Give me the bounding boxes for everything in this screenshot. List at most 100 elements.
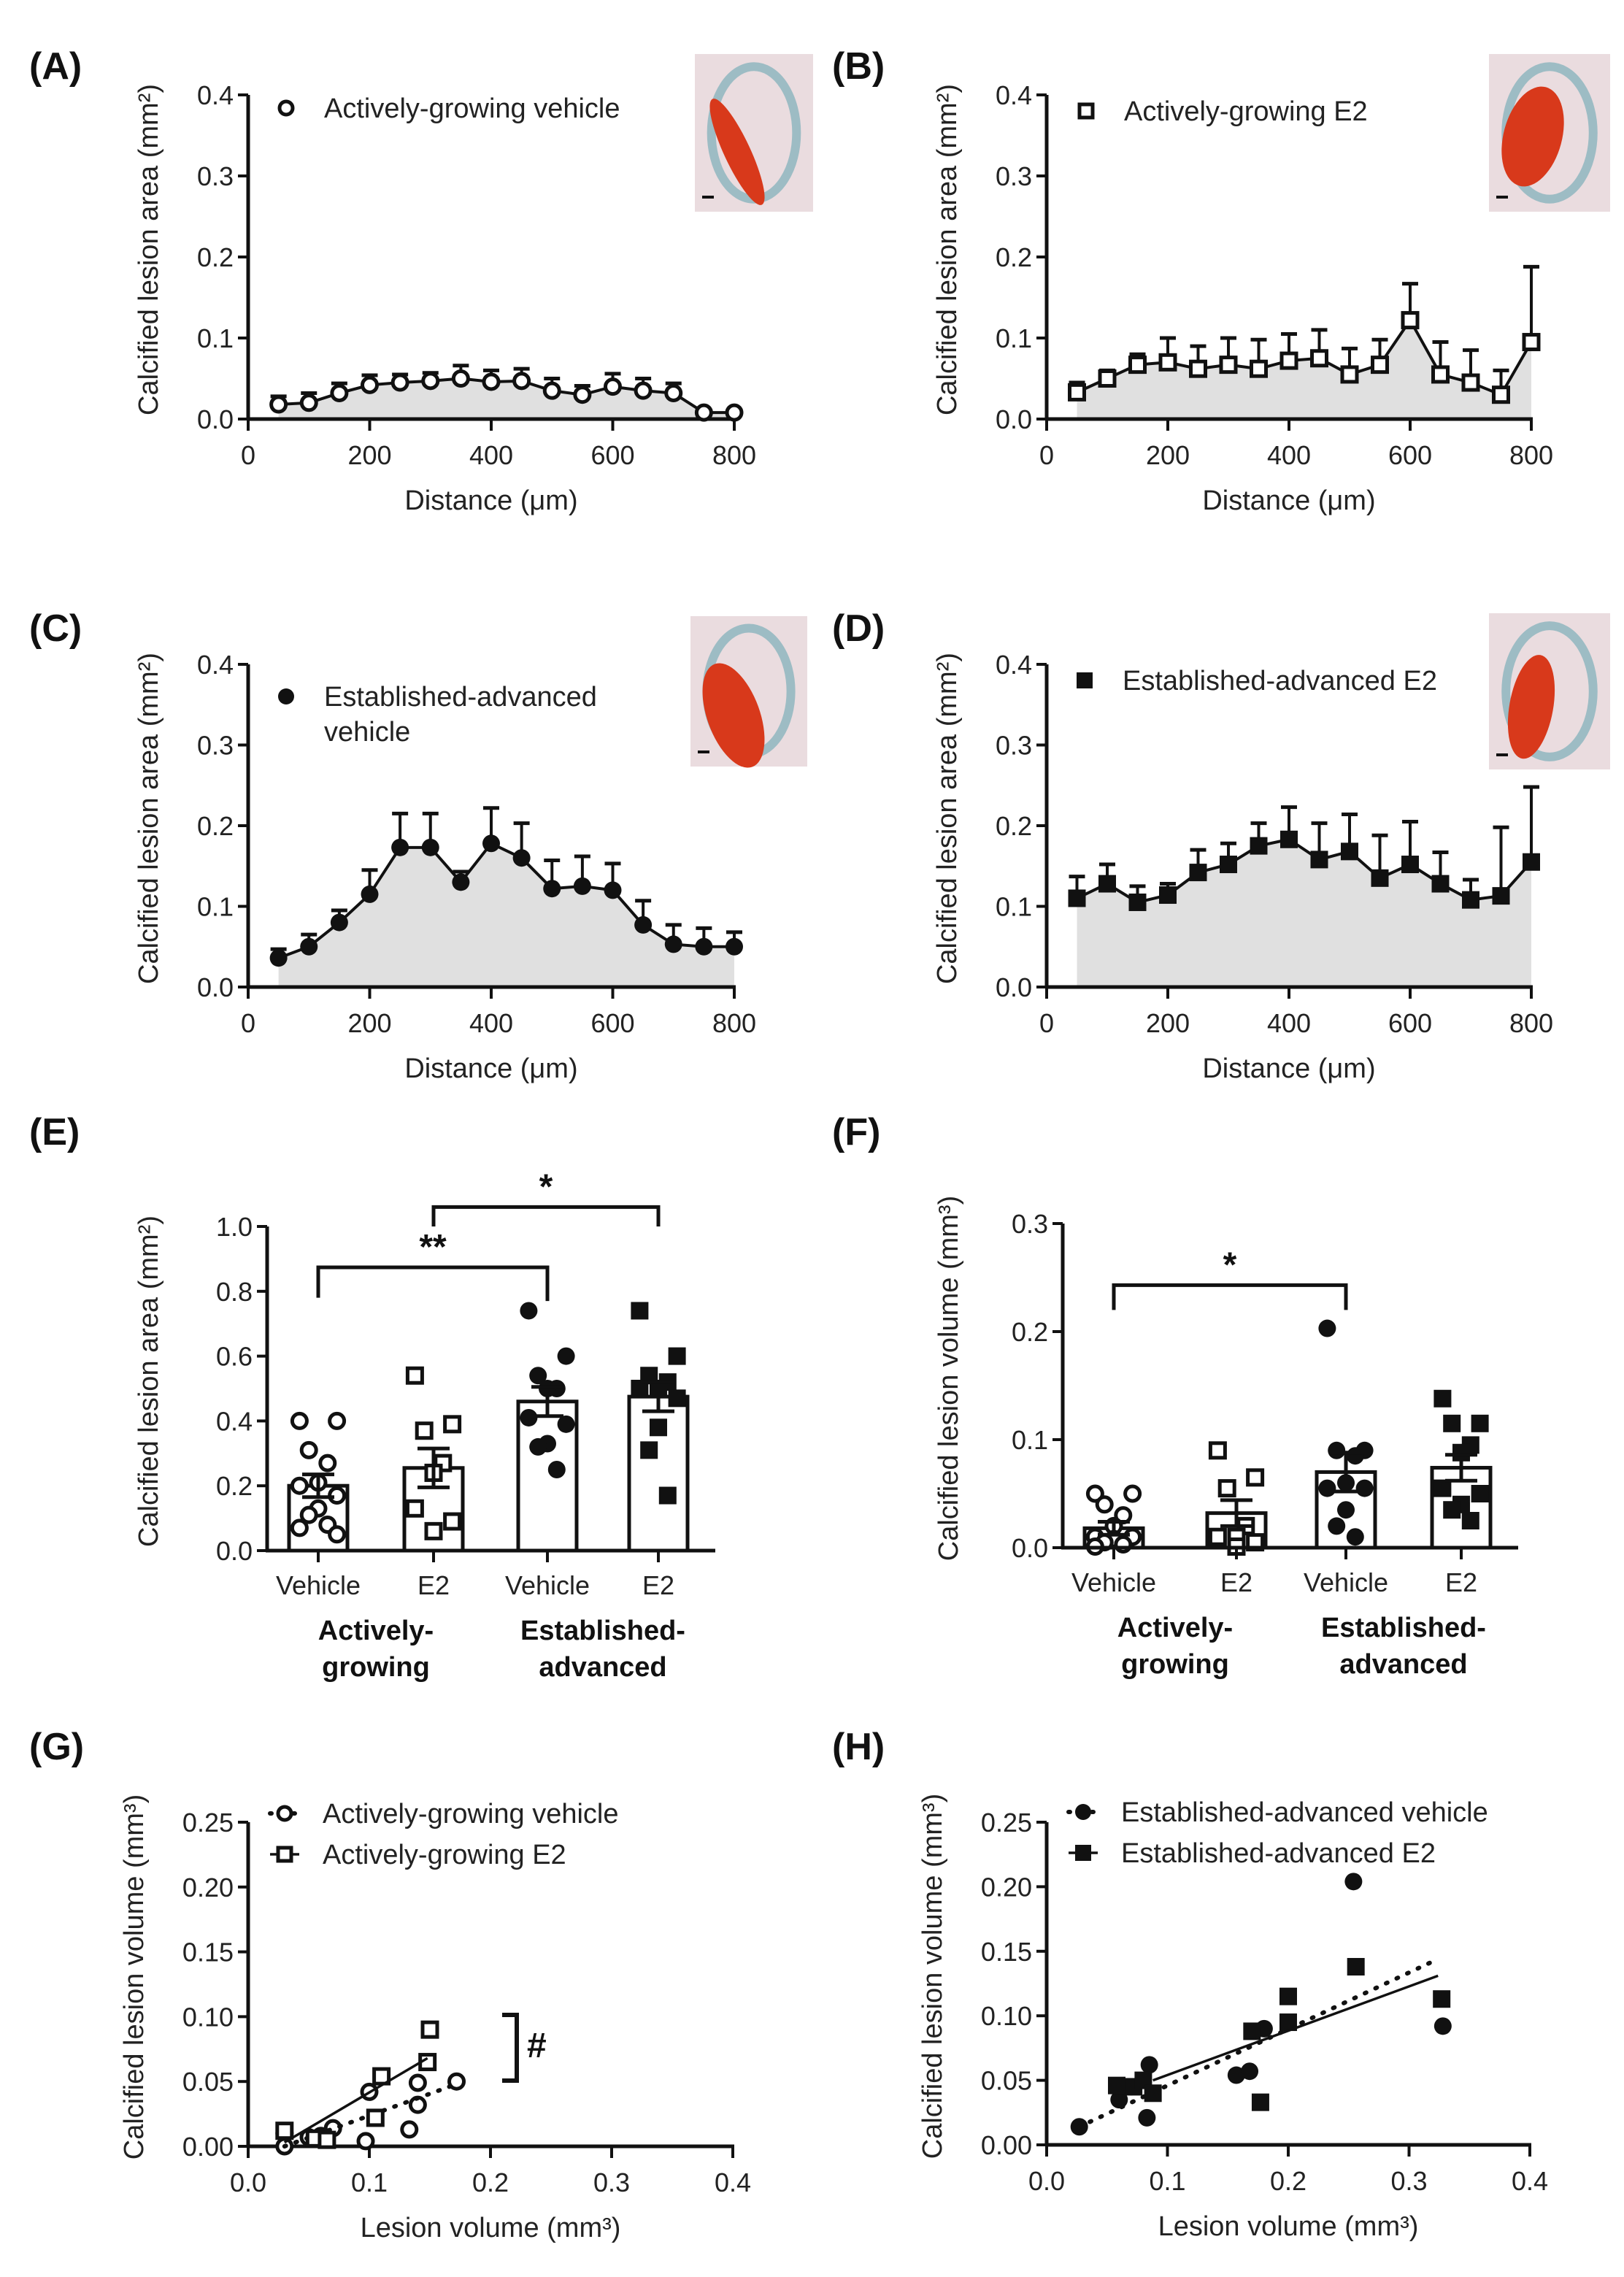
data-point	[1462, 891, 1479, 909]
x-tick-label: 0	[1039, 440, 1054, 470]
panel-label: (F)	[832, 1111, 880, 1153]
x-tick-label: 600	[1388, 1008, 1432, 1038]
data-point	[1158, 353, 1177, 372]
legend-label: Actively-growing vehicle	[323, 1799, 619, 1829]
data-point	[1433, 1389, 1452, 1408]
panel-label: (B)	[832, 45, 885, 88]
data-point	[1492, 887, 1510, 905]
y-axis-title: Calcified lesion volume (mm³)	[934, 1196, 964, 1561]
data-point	[1095, 1495, 1114, 1514]
data-point	[356, 2132, 375, 2151]
data-point	[512, 372, 531, 391]
data-point	[1251, 2093, 1269, 2111]
x-tick-label: 0	[241, 1008, 255, 1038]
data-point	[604, 881, 622, 899]
category-label: Vehicle	[505, 1570, 590, 1600]
y-tick-label: 0.20	[182, 1873, 234, 1902]
legend-label: Actively-growing vehicle	[324, 93, 620, 124]
data-point	[1492, 385, 1510, 404]
data-point	[330, 913, 348, 932]
y-tick-label: 0.3	[197, 731, 234, 761]
y-tick-label: 0.0	[1012, 1533, 1048, 1563]
data-point	[299, 1440, 318, 1459]
y-tick-label: 0.00	[182, 2132, 234, 2162]
data-point	[405, 1366, 424, 1385]
series-line	[278, 377, 734, 415]
data-point	[1279, 351, 1298, 370]
data-point	[1241, 2062, 1259, 2081]
data-point	[330, 383, 349, 402]
data-point	[1431, 875, 1450, 893]
x-tick-label: 0.1	[351, 2167, 388, 2197]
legend-label: Established-advanced vehicle	[1121, 1797, 1488, 1828]
y-tick-label: 0.1	[1012, 1425, 1048, 1455]
calcified-lesion-stain	[702, 663, 765, 768]
data-point	[452, 873, 470, 891]
data-point	[415, 1421, 434, 1440]
data-point	[1310, 850, 1328, 869]
y-axis-title: Calcified lesion volume (mm³)	[119, 1794, 150, 2159]
x-tick-label: 0.0	[1028, 2166, 1065, 2196]
data-point	[1280, 830, 1298, 848]
legend-label: Established-advanced	[324, 682, 597, 713]
regression-line	[283, 2057, 428, 2144]
data-point	[443, 1415, 462, 1434]
data-point	[1250, 837, 1268, 855]
significance-label: **	[419, 1228, 447, 1267]
x-tick-label: 800	[1509, 440, 1553, 470]
chart-panel-a: (A) Calcified lesion area (mm²) 0.0 0.1 0.2 0…	[29, 45, 813, 516]
data-point	[447, 2072, 466, 2091]
x-axis-title: Distance (μm)	[404, 1053, 577, 1084]
y-tick-label: 0.0	[996, 972, 1032, 1002]
histology-inset-image	[1489, 54, 1610, 212]
y-tick-label: 0.4	[197, 650, 234, 680]
panel-label: (D)	[832, 607, 885, 650]
data-point	[269, 395, 288, 414]
data-point	[1217, 1479, 1236, 1498]
data-point	[1098, 369, 1117, 388]
data-point	[424, 1521, 443, 1540]
x-tick-label: 0.2	[1270, 2166, 1306, 2196]
y-tick-label: 0.10	[981, 2001, 1032, 2031]
data-point	[269, 949, 288, 967]
data-point	[1068, 383, 1086, 402]
data-point	[573, 877, 591, 895]
x-tick-label: 0.4	[1512, 2166, 1548, 2196]
data-point	[299, 393, 318, 412]
category-label: E2	[417, 1570, 450, 1600]
data-point	[573, 385, 592, 404]
calcified-lesion-stain	[1507, 655, 1555, 759]
data-point	[290, 1518, 309, 1537]
y-tick-label: 1.0	[216, 1212, 253, 1242]
data-point	[1443, 1501, 1461, 1519]
x-tick-label: 800	[712, 1008, 756, 1038]
y-axis-title: Calcified lesion area (mm²)	[932, 653, 963, 984]
x-axis-title: Lesion volume (mm³)	[1158, 2211, 1419, 2242]
data-point	[1144, 2084, 1162, 2103]
data-point	[631, 1302, 649, 1320]
data-point	[390, 373, 409, 392]
data-point	[529, 1367, 547, 1385]
category-label: Vehicle	[276, 1570, 361, 1600]
y-tick-label: 0.1	[996, 323, 1032, 353]
x-axis-title: Distance (μm)	[1202, 1053, 1375, 1084]
data-point	[451, 369, 470, 388]
y-tick-label: 0.15	[981, 1937, 1032, 1967]
data-point	[668, 1347, 686, 1365]
data-point	[275, 2122, 294, 2140]
legend-marker	[1077, 672, 1093, 688]
data-point	[520, 1408, 538, 1427]
legend-marker	[277, 99, 295, 117]
data-point	[1246, 1468, 1265, 1487]
legend-label: Actively-growing E2	[323, 1840, 566, 1870]
y-tick-label: 0.1	[996, 892, 1032, 922]
data-point	[372, 2067, 391, 2086]
data-point	[1123, 1484, 1142, 1503]
significance-label: #	[527, 2027, 547, 2065]
data-point	[1128, 356, 1147, 375]
data-point	[640, 1441, 658, 1459]
data-point	[694, 403, 713, 422]
x-tick-label: 400	[1267, 440, 1311, 470]
legend-marker	[276, 1846, 293, 1863]
category-label: E2	[1445, 1567, 1477, 1597]
